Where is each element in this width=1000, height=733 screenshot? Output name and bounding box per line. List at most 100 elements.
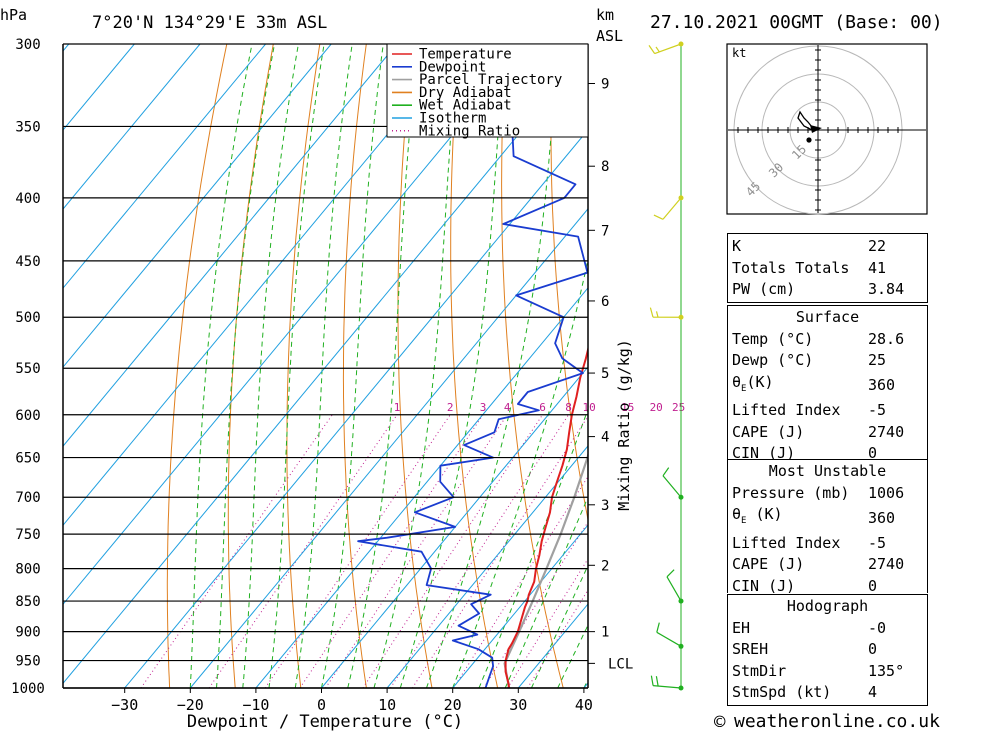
km-tick-label: 4 — [601, 430, 609, 446]
isotherm-line — [386, 445, 588, 688]
wind-barb-flag — [653, 214, 664, 220]
wind-barb-flag — [655, 676, 659, 687]
mu-theta-unit: (K) — [746, 505, 783, 523]
dry-adiabat-line — [599, 44, 695, 688]
mixing-ratio-label: 4 — [504, 401, 511, 414]
km-tick-label: LCL — [608, 656, 633, 672]
surface-cin-label: CIN (J) — [732, 444, 796, 462]
mu-cape-value: 2740 — [868, 555, 905, 573]
datetime-label: 27.10.2021 00GMT (Base: 00) — [650, 12, 943, 33]
isotherm-line — [63, 44, 201, 210]
km-tick-label: 5 — [601, 366, 609, 382]
k-value: 22 — [868, 237, 887, 255]
wind-barb-staff — [656, 631, 682, 647]
mixing-ratio-label: 8 — [565, 401, 572, 414]
km-tick-label: 8 — [601, 159, 609, 175]
x-tick-label: 10 — [378, 696, 396, 714]
surface-cin-value: 0 — [868, 444, 878, 462]
surface-temp-label: Temp (°C) — [732, 329, 814, 348]
mixing-ratio-line — [140, 414, 333, 688]
mu-theta-value: 360 — [868, 508, 896, 527]
wind-barb-staff — [653, 685, 682, 689]
pressure-tick-label: 600 — [15, 408, 40, 424]
k-label: K — [732, 237, 742, 255]
mixing-ratio-label: 20 — [650, 401, 663, 414]
mu-li-value: -5 — [868, 533, 887, 552]
wind-barb-staff — [666, 576, 682, 602]
legend-label: Parcel Trajectory — [419, 72, 562, 88]
eh-label: EH — [732, 618, 751, 637]
mu-theta-sub: E — [741, 516, 747, 526]
surface-theta-sub: E — [741, 383, 747, 394]
sreh-value: 0 — [868, 640, 878, 658]
km-tick-label: 1 — [601, 625, 609, 641]
most-unstable-heading: Most Unstable — [768, 462, 887, 480]
x-tick-label: 40 — [575, 696, 593, 714]
pressure-tick-label: 900 — [15, 625, 40, 641]
mixing-ratio-line — [362, 414, 543, 688]
x-axis-label: Dewpoint / Temperature (°C) — [187, 712, 463, 732]
indices-table-box: K 22 Totals Totals 41 PW (cm) 3.84 — [727, 233, 928, 303]
surface-li-value: -5 — [868, 401, 887, 419]
wet-adiabat-line — [268, 44, 325, 688]
dry-adiabat-line — [286, 44, 321, 688]
wet-adiabat-line — [426, 44, 559, 688]
legend-label: Wet Adiabat — [419, 98, 512, 114]
dry-adiabat-line — [971, 44, 1000, 688]
mu-theta-label: θE (K) — [728, 504, 864, 533]
pressure-unit-label: hPa — [0, 6, 27, 24]
temperature-line — [504, 345, 588, 688]
pressure-tick-label: 550 — [15, 361, 40, 377]
km-unit-label: km — [596, 6, 614, 24]
totals-totals-label: Totals Totals — [732, 258, 850, 277]
wind-barb-flag — [650, 675, 654, 686]
pressure-tick-label: 500 — [15, 310, 40, 326]
surface-dewp-value: 25 — [868, 351, 887, 369]
dry-adiabat-line — [342, 44, 367, 688]
stmspd-label: StmSpd (kt) — [732, 683, 832, 701]
eh-value: -0 — [868, 618, 887, 637]
sreh-label: SREH — [732, 640, 769, 658]
pressure-tick-label: 950 — [15, 654, 40, 670]
wet-adiabat-line — [321, 44, 384, 688]
hodograph-unit-label: kt — [732, 46, 746, 60]
wind-barb-flag — [649, 307, 654, 318]
x-tick-label: 20 — [444, 696, 462, 714]
wind-barb-staff — [662, 197, 682, 220]
wind-barb-flag — [655, 46, 660, 53]
isotherm-line — [63, 44, 463, 527]
copyright-symbol: © — [714, 711, 726, 733]
km-tick-label: 7 — [601, 223, 609, 239]
dry-adiabat-line — [397, 44, 433, 688]
mu-cin-value: 0 — [868, 576, 878, 595]
x-tick-label: 30 — [509, 696, 527, 714]
surface-temp-value: 28.6 — [868, 329, 905, 348]
dewpoint-line — [357, 44, 588, 688]
mixing-ratio-label: 1 — [394, 401, 401, 414]
mixing-ratio-label: 2 — [447, 401, 454, 414]
km-tick-label: 3 — [601, 498, 609, 514]
dry-adiabat-line — [166, 44, 228, 688]
pw-value: 3.84 — [868, 280, 905, 298]
mixing-ratio-line — [264, 414, 451, 688]
wind-barb-flag — [655, 311, 659, 318]
surface-cape-value: 2740 — [868, 422, 905, 441]
isotherm-line — [63, 49, 588, 685]
stmspd-value: 4 — [868, 683, 878, 701]
wet-adiabat-line — [294, 44, 353, 688]
mu-li-label: Lifted Index — [732, 533, 841, 552]
wind-barb-flag — [656, 622, 660, 633]
hodograph-table-box: Hodograph EH -0 SREH 0 StmDir 135° StmSpd (… — [727, 594, 928, 706]
pressure-tick-label: 700 — [15, 490, 40, 506]
km-tick-label: 6 — [601, 294, 609, 310]
pw-label: PW (cm) — [732, 280, 796, 298]
mu-pressure-label: Pressure (mb) — [732, 483, 850, 502]
pressure-tick-label: 800 — [15, 562, 40, 578]
surface-theta-label: θE(K) — [728, 372, 864, 401]
hodograph-storm-arrow — [810, 125, 822, 133]
wet-adiabat-line — [504, 495, 588, 688]
surface-li-label: Lifted Index — [732, 401, 841, 419]
isotherm-line — [63, 44, 398, 447]
surface-theta-symbol: θ — [732, 372, 742, 391]
legend-label: Dry Adiabat — [419, 85, 512, 101]
